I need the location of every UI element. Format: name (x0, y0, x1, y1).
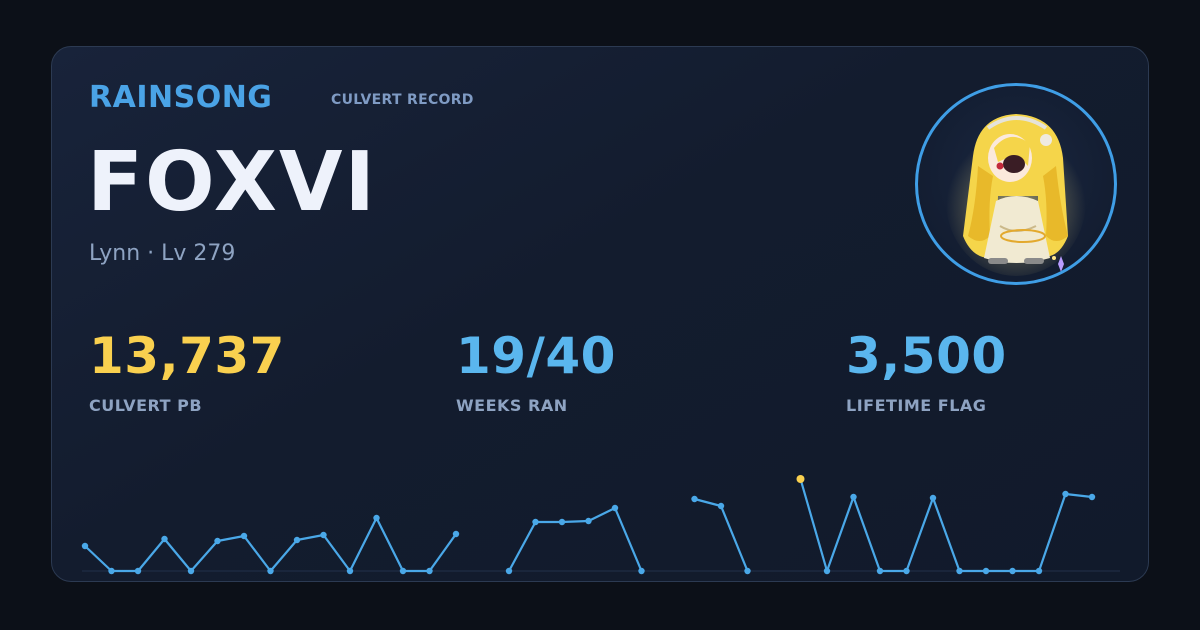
sparkline-segment (719, 504, 749, 573)
weekly-score-sparkline (81, 475, 1120, 575)
lifetime-flag-value: 3,500 (846, 327, 1007, 385)
sparkline-point (426, 567, 433, 575)
sparkline-point (638, 567, 645, 575)
sparkline-point (1062, 490, 1069, 498)
sparkline-segment (905, 496, 935, 573)
sparkline-point (346, 567, 354, 575)
culvert-pb-label: CULVERT PB (89, 396, 203, 415)
sparkline-segment (375, 516, 405, 573)
sparkline-point (108, 567, 115, 575)
sparkline-segment (189, 539, 219, 573)
sparkline-point (373, 514, 380, 522)
sparkline-point (717, 502, 725, 510)
sparkline-segment (216, 534, 246, 543)
character-avatar-icon (946, 114, 1086, 276)
sparkline-segment (587, 506, 617, 523)
sparkline-point (267, 567, 274, 575)
sparkline-point (532, 518, 539, 526)
stat-weeks-ran: 19/40 WEEKS RAN (456, 331, 616, 414)
sparkline-point (505, 567, 513, 575)
sparkline-segment (295, 533, 325, 542)
sparkline-point (823, 567, 831, 575)
sparkline-segment (507, 520, 537, 573)
sparkline-point (611, 504, 619, 512)
sparkline-point (320, 531, 327, 539)
sparkline-point (903, 567, 910, 575)
culvert-record-card: RAINSONG CULVERT RECORD FOXVI Lynn · Lv … (51, 46, 1149, 582)
sparkline-segment (1037, 492, 1067, 573)
sparkline-segment (931, 496, 961, 573)
sparkline-point (161, 535, 168, 543)
sparkline-segment (428, 532, 458, 573)
sparkline-point (1035, 567, 1043, 575)
sparkline-point (214, 537, 221, 545)
weeks-ran-label: WEEKS RAN (456, 396, 568, 415)
culvert-pb-value: 13,737 (89, 327, 285, 385)
sparkline-point (585, 517, 592, 525)
sparkline-point (81, 542, 89, 550)
sparkline-segment (322, 533, 352, 573)
sparkline-segment (799, 477, 829, 573)
character-class-level: Lynn · Lv 279 (89, 241, 236, 266)
character-avatar (915, 83, 1117, 285)
sparkline-point (956, 567, 963, 575)
sparkline-point (929, 494, 937, 502)
stat-lifetime-flag: 3,500 LIFETIME FLAG (846, 331, 1007, 414)
sparkline-point (691, 495, 698, 503)
guild-name: RAINSONG (89, 80, 273, 115)
sparkline-point (293, 536, 301, 544)
sparkline-point (850, 493, 857, 501)
sparkline-point (744, 567, 751, 575)
weeks-ran-value: 19/40 (456, 327, 616, 385)
sparkline-segment (1064, 492, 1094, 499)
sparkline-segment (825, 495, 855, 573)
sparkline-point (399, 567, 407, 575)
sparkline-point (134, 567, 142, 575)
sparkline-point (1088, 493, 1096, 501)
sparkline-point (1009, 567, 1016, 575)
sparkline-point (187, 567, 195, 575)
sparkline-segment (136, 537, 166, 573)
sparkline-segment (613, 506, 643, 573)
sparkline-point (240, 532, 248, 540)
record-label: CULVERT RECORD (331, 92, 474, 108)
sparkline-point (558, 518, 566, 526)
sparkline-segment (560, 519, 590, 524)
sparkline-point (876, 567, 884, 575)
sparkline-segment (693, 497, 723, 508)
sparkline-segment (852, 495, 882, 573)
sparkline-segment (269, 538, 299, 573)
stat-culvert-pb: 13,737 CULVERT PB (89, 331, 285, 414)
sparkline-segment (242, 534, 272, 573)
lifetime-flag-label: LIFETIME FLAG (846, 396, 987, 415)
sparkline-segment (83, 544, 113, 573)
sparkline-point (452, 530, 460, 538)
character-name: FOXVI (87, 135, 377, 230)
sparkline-segment (348, 516, 378, 573)
sparkline-point (982, 567, 990, 575)
sparkline-point-best (796, 475, 805, 483)
sparkline-segment (163, 537, 193, 573)
